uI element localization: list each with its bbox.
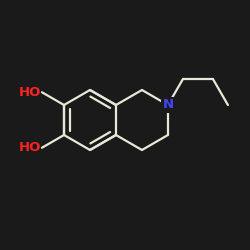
Text: HO: HO	[18, 141, 41, 154]
Text: HO: HO	[18, 86, 41, 99]
Text: N: N	[162, 98, 173, 112]
